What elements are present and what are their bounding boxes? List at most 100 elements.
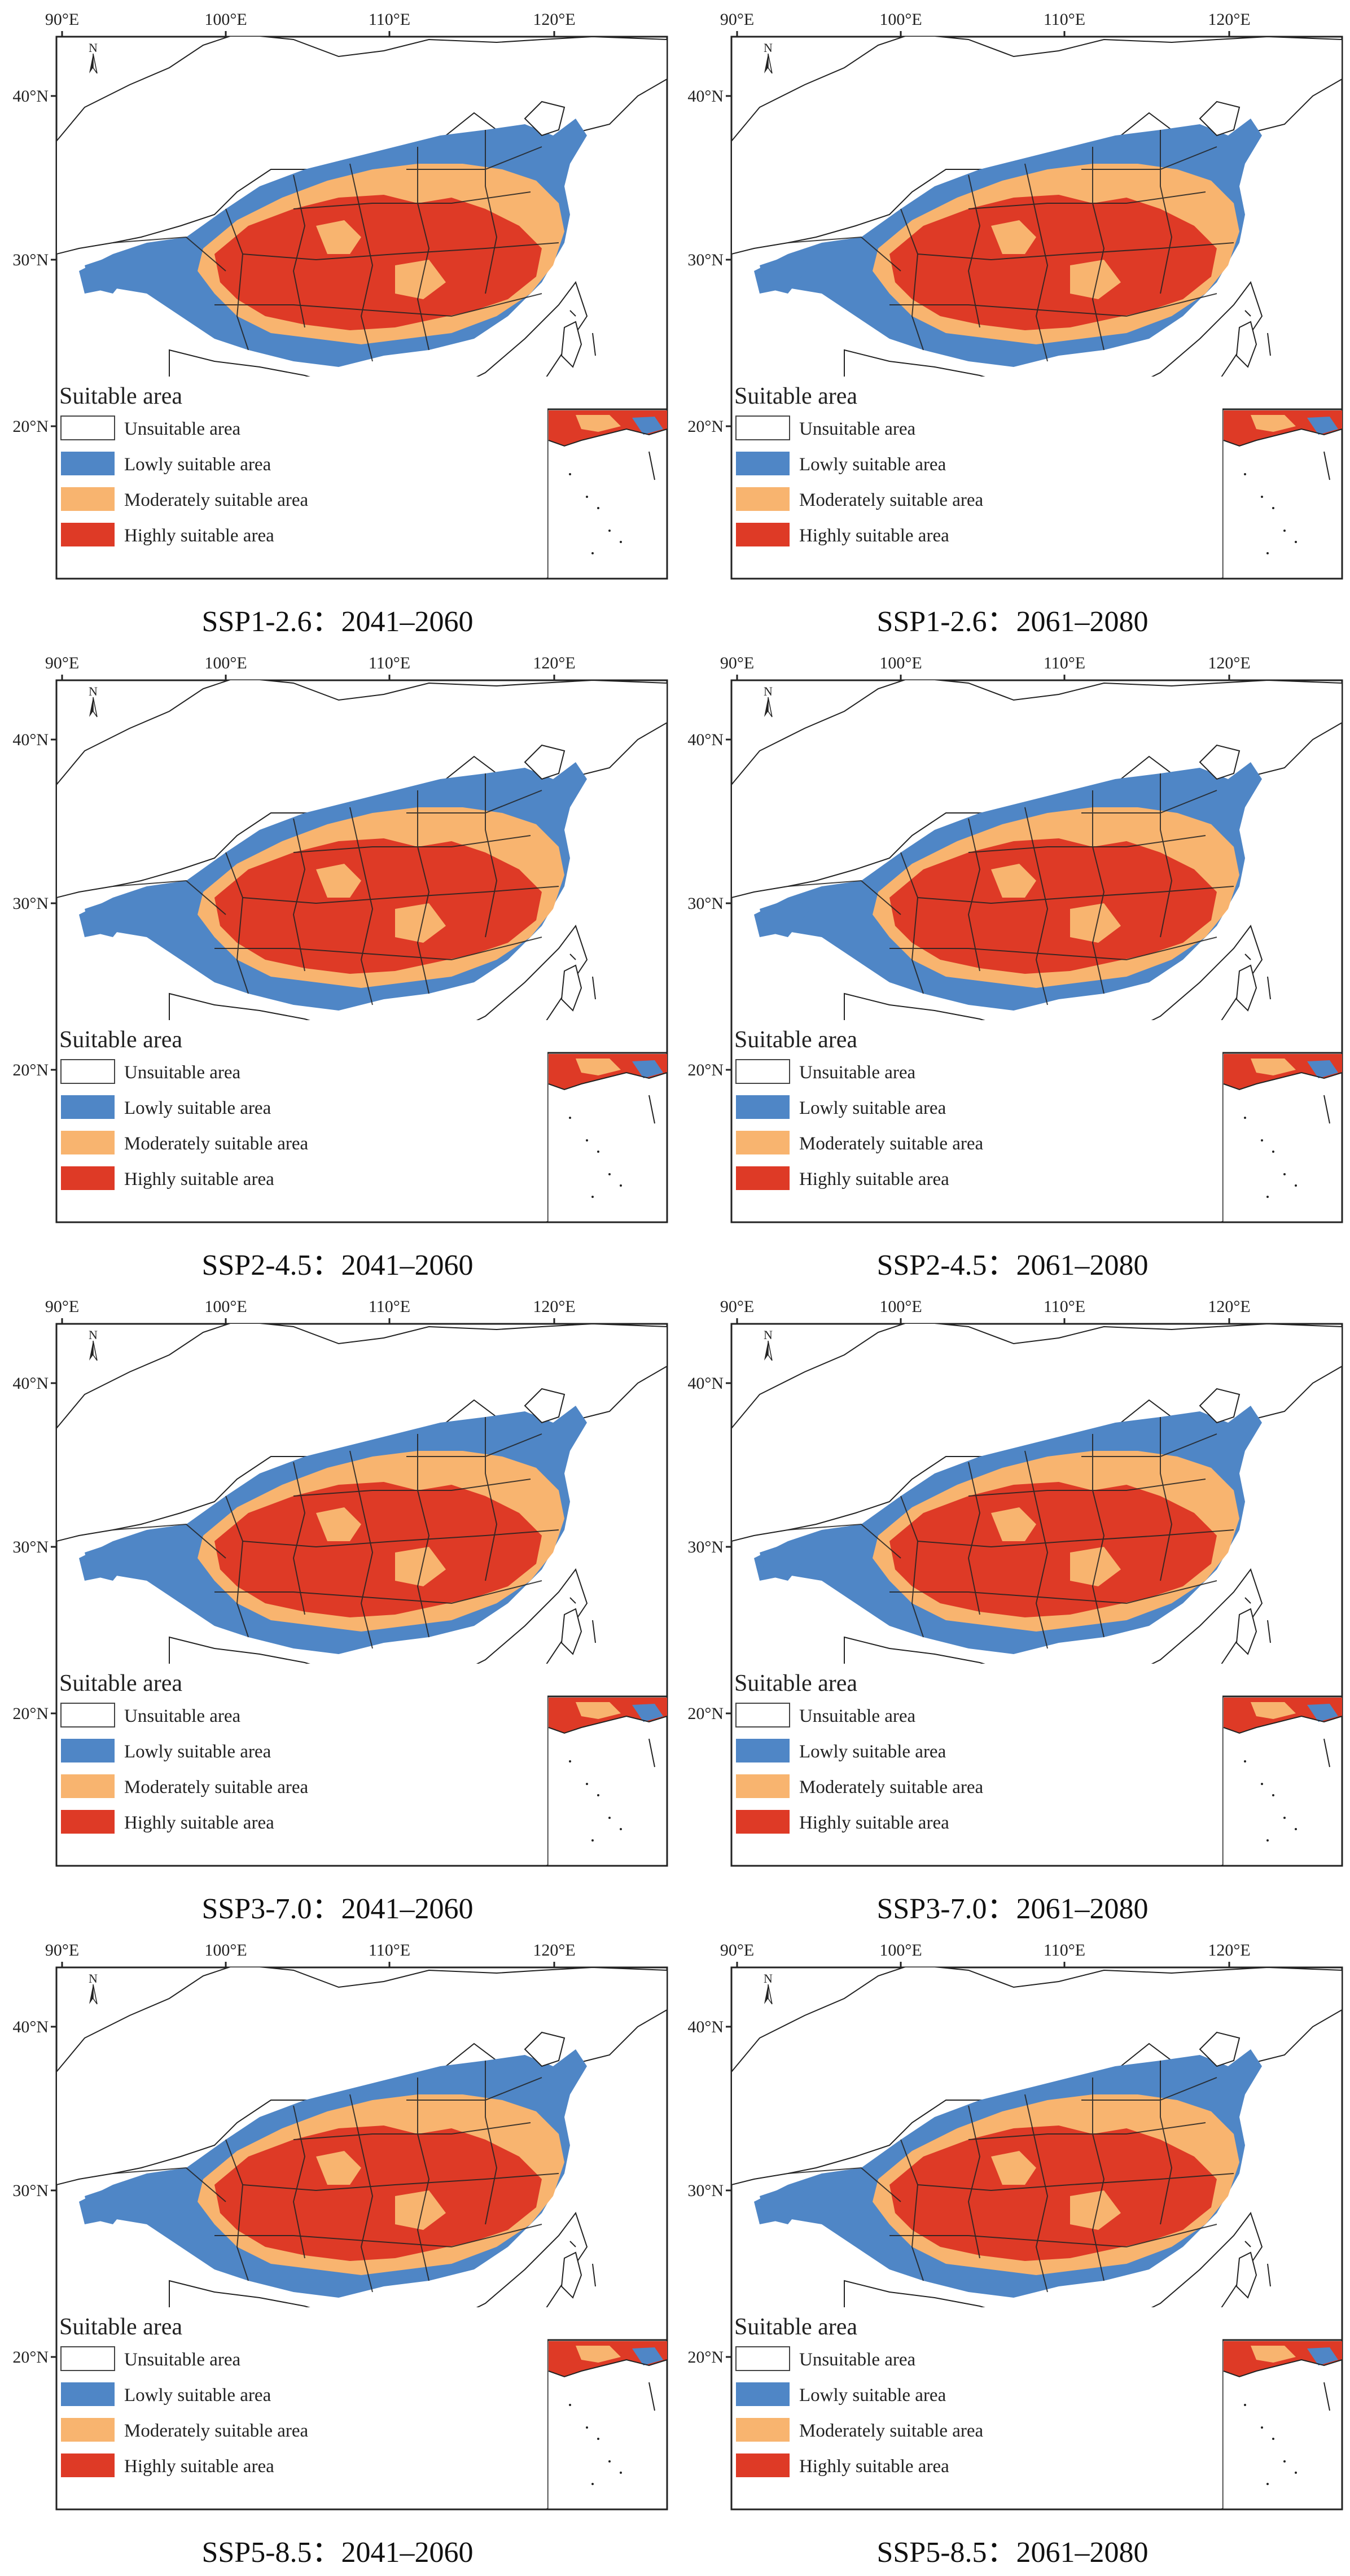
map-content (56, 1324, 667, 1847)
western-blue-fringe (760, 1541, 810, 1581)
tick-marks (51, 31, 555, 427)
legend-label-lowly: Lowly suitable area (799, 2385, 946, 2406)
inset-map (1221, 2339, 1343, 2511)
map-content (731, 680, 1342, 1204)
legend-swatch-highly (61, 1166, 115, 1190)
legend-label-highly: Highly suitable area (124, 1813, 274, 1833)
north-arrow-label: N (764, 1971, 773, 1985)
legend-swatch-moderately (736, 1774, 790, 1798)
tick-marks (726, 1318, 1230, 1715)
legend-label-unsuitable: Unsuitable area (124, 1062, 241, 1083)
moderate-patch-b (1070, 260, 1121, 299)
map-panel-2: 90°E 100°E 110°E 120°E 40°N 30°N 20°N (675, 0, 1350, 644)
lat-label-30: 30°N (12, 1538, 49, 1556)
north-arrow-label: N (89, 1971, 98, 1985)
lon-label-100: 100°E (879, 1297, 922, 1316)
moderate-patch-a (991, 864, 1036, 898)
legend-label-unsuitable: Unsuitable area (799, 419, 916, 439)
lon-label-120: 120°E (533, 654, 575, 672)
lon-label-120: 120°E (1208, 1297, 1250, 1316)
western-blue-fringe (85, 898, 135, 937)
lat-label-20: 20°N (687, 1061, 724, 1079)
legend-swatch-moderately (61, 2418, 115, 2442)
legend-swatch-lowly (61, 2382, 115, 2406)
map-panel-6: 90°E 100°E 110°E 120°E 40°N 30°N 20°N (675, 1287, 1350, 1931)
province-boundaries (787, 773, 1234, 1005)
lat-label-40: 40°N (12, 1374, 49, 1393)
north-arrow-label: N (89, 1328, 98, 1342)
lat-label-20: 20°N (687, 417, 724, 436)
legend-swatch-moderately (61, 1774, 115, 1798)
lat-label-40: 40°N (12, 731, 49, 749)
lat-label-30: 30°N (687, 894, 724, 913)
inset-map (1221, 408, 1343, 580)
coast-mark-b (592, 1620, 596, 1643)
legend-label-moderately: Moderately suitable area (124, 1777, 309, 1797)
moderate-patch-b (1070, 1547, 1121, 1586)
lon-label-90: 90°E (45, 10, 79, 29)
lon-label-100: 100°E (879, 654, 922, 672)
lat-label-40: 40°N (687, 1374, 724, 1393)
western-blue-fringe (85, 254, 135, 294)
coast-mark-b (592, 2263, 596, 2287)
legend-label-moderately: Moderately suitable area (124, 2421, 309, 2441)
moderate-patch-a (991, 1507, 1036, 1541)
lat-label-30: 30°N (687, 251, 724, 269)
lat-label-30: 30°N (687, 2181, 724, 2200)
lon-label-110: 110°E (1044, 1941, 1085, 1960)
legend-label-highly: Highly suitable area (799, 526, 949, 546)
province-boundaries (112, 1417, 559, 1649)
legend-swatch-highly (61, 523, 115, 546)
north-arrow-label: N (89, 684, 98, 698)
legend-swatch-lowly (736, 1739, 790, 1762)
legend-title: Suitable area (59, 2314, 182, 2340)
lon-label-110: 110°E (369, 1941, 410, 1960)
province-boundaries (112, 130, 559, 362)
moderate-patch-b (1070, 903, 1121, 943)
coast-mark-c (1244, 2241, 1251, 2247)
lat-label-40: 40°N (687, 2018, 724, 2036)
legend-title: Suitable area (734, 1027, 857, 1053)
coast-mark-b (1267, 333, 1271, 356)
lat-label-20: 20°N (12, 1704, 49, 1723)
highly-suitable-region (214, 838, 542, 974)
lat-label-30: 30°N (12, 251, 49, 269)
province-boundaries (787, 130, 1234, 362)
coast-mark-c (1244, 954, 1251, 960)
north-arrow: N (89, 1328, 98, 1361)
lon-label-100: 100°E (204, 1297, 247, 1316)
legend-swatch-lowly (61, 1095, 115, 1119)
lon-label-90: 90°E (720, 1297, 754, 1316)
coast-mark-b (1267, 976, 1271, 1000)
north-arrow: N (89, 41, 98, 74)
north-arrow-label: N (764, 1328, 773, 1342)
inset-map (546, 1695, 668, 1867)
legend-title: Suitable area (734, 1670, 857, 1696)
taiwan-island (1235, 964, 1257, 1012)
legend: Suitable area Unsuitable area Lowly suit… (58, 1020, 547, 1221)
legend-label-unsuitable: Unsuitable area (799, 1706, 916, 1726)
map-figure: 90°E 100°E 110°E 120°E 40°N 30°N 20°N (687, 654, 1343, 1223)
legend-swatch-lowly (736, 1095, 790, 1119)
lat-label-20: 20°N (12, 1061, 49, 1079)
legend: Suitable area Unsuitable area Lowly suit… (733, 377, 1222, 578)
legend-swatch-highly (736, 1810, 790, 1834)
highly-suitable-region (214, 195, 542, 330)
lat-label-30: 30°N (12, 894, 49, 913)
legend-label-highly: Highly suitable area (799, 2456, 949, 2477)
map-content (56, 37, 667, 560)
coast-mark-c (1244, 310, 1251, 317)
legend-label-highly: Highly suitable area (799, 1813, 949, 1833)
inset-map (1221, 1695, 1343, 1867)
north-arrow-label: N (764, 41, 773, 55)
coast-mark-b (592, 976, 596, 1000)
legend-swatch-unsuitable (60, 416, 115, 440)
coast-mark-b (1267, 1620, 1271, 1643)
panel-caption: SSP1-2.6：2041–2060 (201, 606, 474, 638)
legend-label-moderately: Moderately suitable area (799, 490, 984, 510)
legend-swatch-unsuitable (60, 1059, 115, 1084)
legend-title: Suitable area (59, 1027, 182, 1053)
taiwan-island (1235, 321, 1257, 368)
legend-swatch-highly (736, 523, 790, 546)
lat-label-20: 20°N (687, 1704, 724, 1723)
